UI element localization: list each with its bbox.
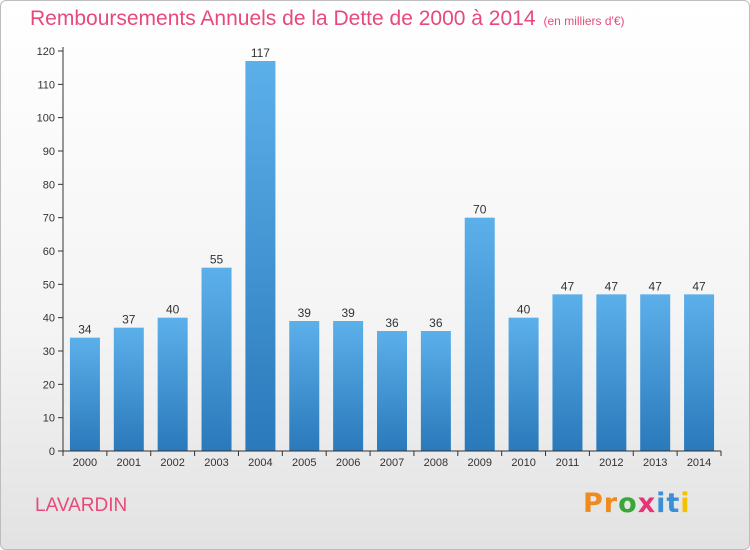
y-tick-label: 20 [43, 379, 55, 391]
bar-2007 [377, 331, 407, 451]
data-label: 36 [429, 316, 443, 330]
y-axis: 0 10 20 30 40 50 60 70 80 90 100 110 120 [37, 46, 64, 458]
data-label: 117 [251, 46, 270, 60]
data-label: 37 [122, 313, 136, 327]
bar-2011 [552, 294, 583, 451]
logo-letter: i [656, 488, 667, 519]
data-label: 40 [166, 303, 180, 317]
logo-letter: i [680, 488, 691, 519]
data-label: 47 [649, 279, 663, 293]
bar-2014 [684, 294, 715, 451]
data-label: 47 [692, 279, 706, 293]
x-tick-label: 2009 [467, 457, 491, 469]
y-tick-label: 10 [43, 413, 55, 425]
y-tick-label: 80 [43, 179, 55, 191]
logo-letter: x [637, 488, 657, 519]
x-tick-label: 2005 [292, 457, 316, 469]
bar-2012 [596, 294, 627, 451]
x-tick-label: 2002 [160, 457, 184, 469]
logo-letter: r [603, 488, 619, 519]
x-tick-label: 2001 [117, 457, 141, 469]
data-label: 39 [341, 306, 355, 320]
x-tick-label: 2013 [643, 457, 667, 469]
data-labels: 34 37 40 55 117 39 39 36 36 70 40 47 47 47 47 [78, 46, 706, 337]
bar-2000 [69, 337, 100, 451]
x-tick-label: 2006 [336, 457, 360, 469]
logo-letter: o [618, 488, 638, 519]
bar-2003 [201, 267, 232, 451]
data-label: 40 [517, 303, 531, 317]
bar-2008 [420, 331, 451, 451]
x-tick-label: 2011 [556, 457, 580, 469]
y-tick-label: 30 [43, 346, 55, 358]
bar-2001 [113, 327, 144, 451]
x-tick-label: 2003 [204, 457, 228, 469]
x-tick-label: 2008 [424, 457, 448, 469]
x-axis: 2000 2001 2002 2003 2004 2005 2006 2007 2008 2009… [62, 450, 722, 469]
data-label: 34 [78, 323, 92, 337]
data-label: 70 [473, 203, 487, 217]
bar-2009 [464, 217, 495, 451]
bar-2002 [157, 317, 188, 451]
x-tick-label: 2012 [599, 457, 623, 469]
bars-group [69, 61, 715, 451]
bar-2005 [289, 321, 320, 451]
place-name: LAVARDIN [35, 495, 128, 516]
logo-letter: P [583, 488, 604, 519]
data-label: 36 [385, 316, 399, 330]
bar-2006 [333, 321, 364, 451]
x-tick-label: 2010 [511, 457, 535, 469]
y-tick-label: 90 [43, 146, 55, 158]
data-label: 47 [561, 279, 575, 293]
x-tick-label: 2007 [380, 457, 404, 469]
y-tick-label: 70 [43, 213, 55, 225]
y-tick-label: 110 [37, 79, 55, 91]
x-tick-label: 2000 [73, 457, 97, 469]
bar-2013 [640, 294, 671, 451]
chart-title-text: Remboursements Annuels de la Dette de 20… [30, 7, 536, 30]
y-tick-label: 40 [43, 313, 55, 325]
chart-subtitle: (en milliers d'€) [543, 14, 625, 28]
data-label: 55 [210, 253, 224, 267]
x-tick-label: 2004 [248, 457, 272, 469]
proxiti-logo: Proxiti [583, 488, 691, 519]
x-tick-label: 2014 [687, 457, 711, 469]
y-tick-label: 0 [49, 446, 55, 458]
data-label: 39 [298, 306, 312, 320]
data-label: 47 [605, 279, 619, 293]
bar-2004 [245, 61, 276, 451]
y-tick-label: 50 [43, 279, 55, 291]
y-tick-label: 120 [37, 46, 55, 58]
chart-title: Remboursements Annuels de la Dette de 20… [30, 7, 625, 31]
logo-letter: t [666, 488, 681, 519]
bar-2010 [508, 317, 539, 451]
y-tick-label: 60 [43, 246, 55, 258]
y-tick-label: 100 [37, 113, 55, 125]
